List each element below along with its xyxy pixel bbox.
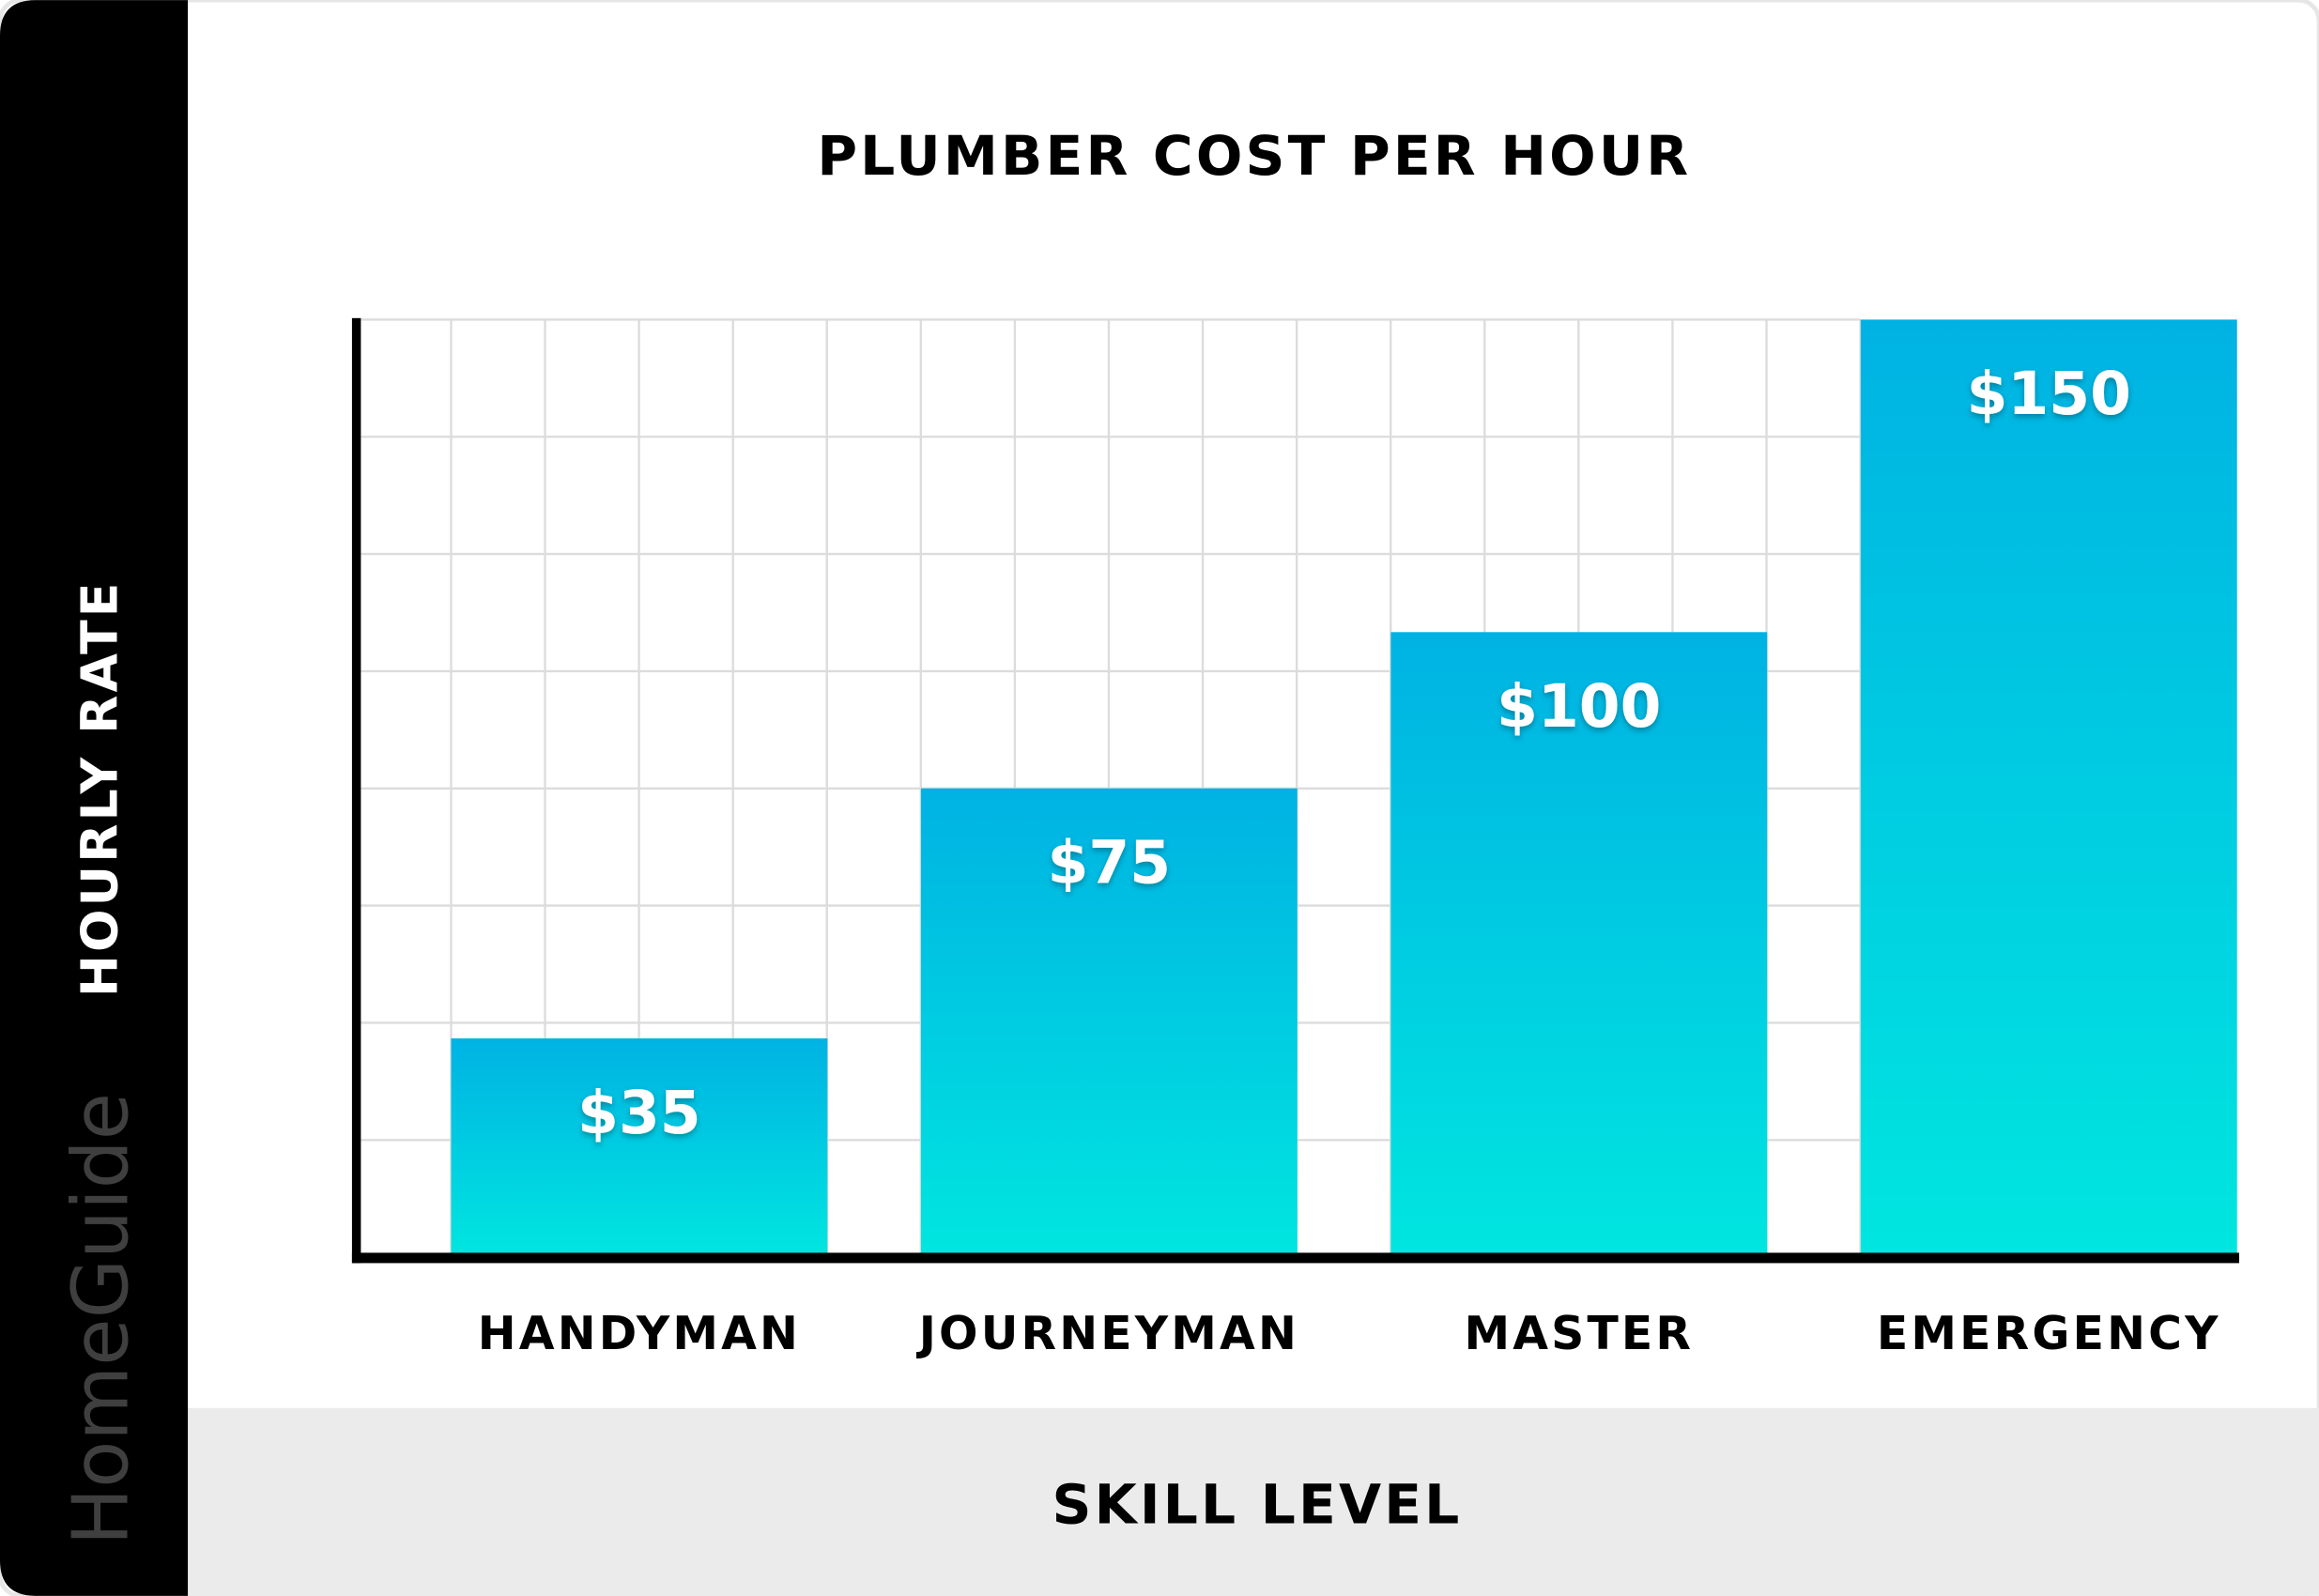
data-label: $150 xyxy=(1967,360,2131,428)
x-axis-label: SKILL LEVEL xyxy=(1052,1473,1462,1537)
x-tick-label: EMERGENCY xyxy=(1877,1307,2221,1360)
x-tick-labels: HANDYMAN JOURNEYMAN MASTER EMERGENCY xyxy=(478,1307,2221,1360)
bars: $35 $75 $100 $150 xyxy=(451,319,2237,1258)
homeguide-logo: HomeGuide xyxy=(56,1093,146,1545)
x-axis-band xyxy=(188,1407,2319,1596)
bar-handyman xyxy=(451,1038,828,1258)
bar-emergency xyxy=(1860,319,2237,1258)
chart-title: PLUMBER COST PER HOUR xyxy=(817,124,1691,188)
data-label: $75 xyxy=(1048,829,1172,898)
x-axis-line xyxy=(351,1252,2239,1264)
y-axis-line xyxy=(351,317,361,1264)
data-label: $35 xyxy=(577,1079,701,1147)
x-tick-label: MASTER xyxy=(1464,1307,1694,1360)
y-axis-label: HOURLY RATE xyxy=(69,579,129,997)
bar-master xyxy=(1390,632,1768,1258)
data-label: $100 xyxy=(1497,672,1661,741)
x-tick-label: JOURNEYMAN xyxy=(916,1307,1299,1360)
x-tick-label: HANDYMAN xyxy=(478,1307,801,1360)
sidebar xyxy=(0,0,189,1596)
bar-journeyman xyxy=(920,788,1298,1258)
